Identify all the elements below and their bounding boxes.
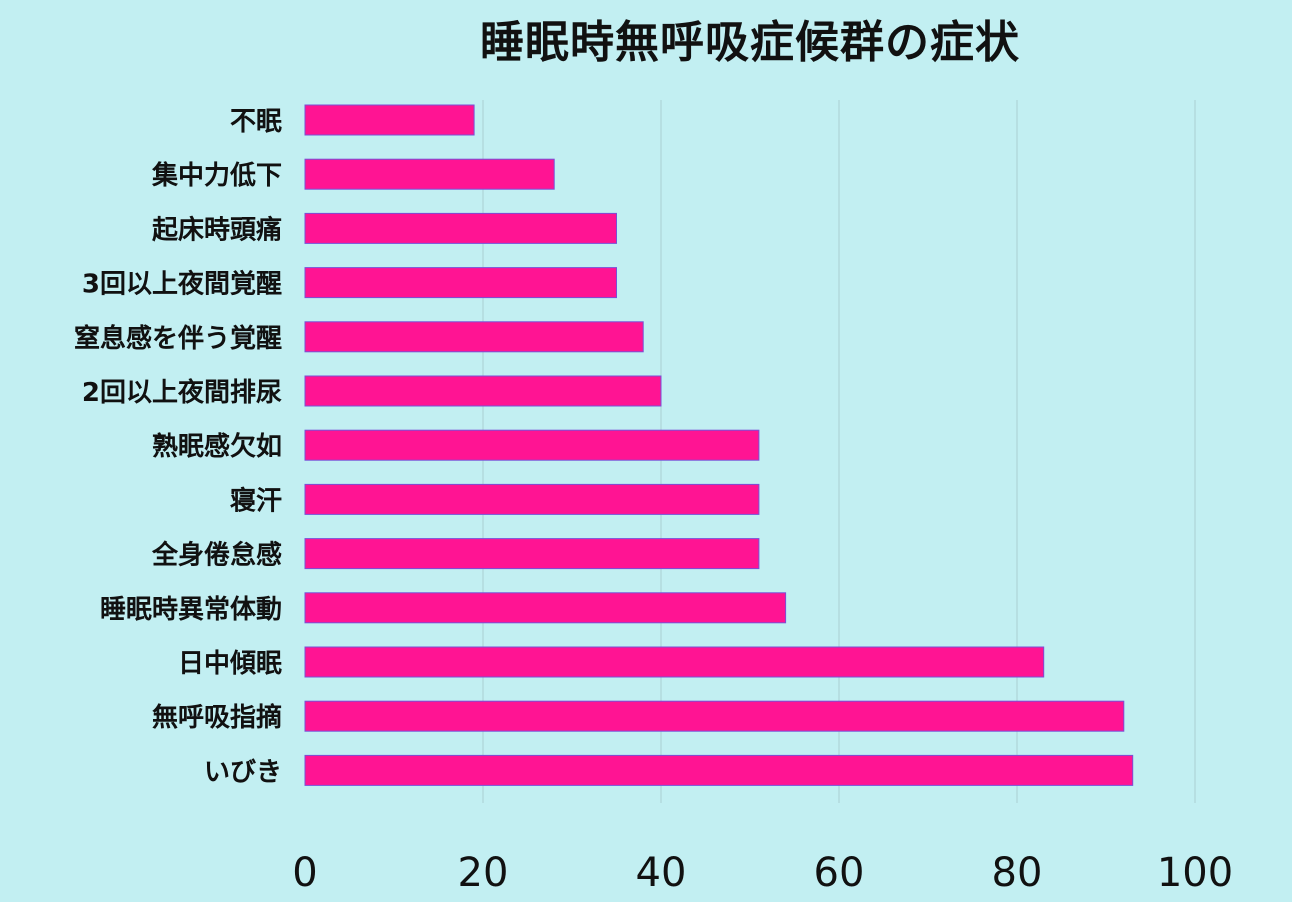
bar-2 [304, 212, 617, 244]
bar-3 [304, 267, 617, 299]
x-tick-label-4: 80 [992, 850, 1043, 896]
category-label-2: 起床時頭痛 [152, 214, 282, 245]
bar-12 [304, 754, 1134, 786]
category-label-6: 熟眠感欠如 [152, 431, 282, 462]
bar-1 [304, 158, 555, 190]
category-label-8: 全身倦怠感 [151, 540, 282, 571]
x-tick-label-2: 40 [636, 850, 687, 896]
bar-0 [304, 104, 475, 136]
category-label-5: 2回以上夜間排尿 [82, 377, 282, 408]
category-label-4: 窒息感を伴う覚醒 [74, 323, 282, 354]
x-tick-label-0: 0 [292, 850, 317, 896]
category-label-1: 集中力低下 [151, 160, 282, 191]
category-label-7: 寝汗 [230, 485, 282, 516]
bar-7 [304, 483, 760, 515]
bar-11 [304, 700, 1125, 732]
chart-title: 睡眠時無呼吸症候群の症状 [480, 17, 1020, 68]
bar-5 [304, 375, 662, 407]
bar-9 [304, 592, 787, 624]
bar-6 [304, 429, 760, 461]
category-label-12: いびき [204, 757, 282, 787]
x-tick-label-5: 100 [1157, 850, 1233, 896]
bar-4 [304, 321, 644, 353]
category-label-9: 睡眠時異常体動 [100, 595, 282, 625]
category-label-10: 日中傾眠 [178, 649, 282, 679]
category-label-3: 3回以上夜間覚醒 [82, 269, 282, 300]
x-tick-label-1: 20 [458, 850, 509, 896]
bar-8 [304, 538, 760, 570]
x-tick-label-3: 60 [814, 850, 865, 896]
bar-10 [304, 646, 1045, 678]
category-label-11: 無呼吸指摘 [152, 702, 282, 733]
category-label-0: 不眠 [230, 107, 282, 137]
